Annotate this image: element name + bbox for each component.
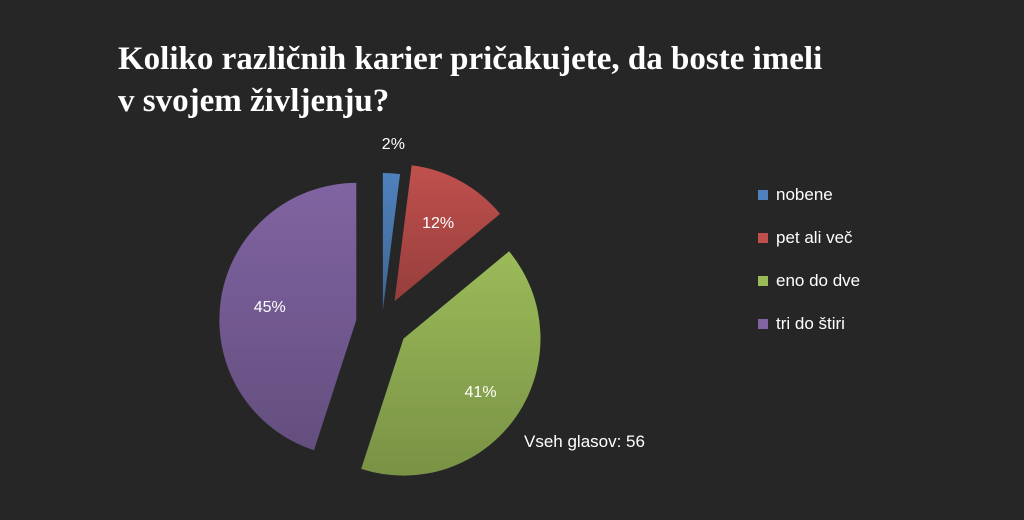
chart-title-line-2: v svojem življenju?	[118, 83, 390, 119]
legend-label: tri do štiri	[776, 313, 845, 333]
legend-item-nobene: nobene	[758, 173, 860, 216]
legend-item-tri-do-stiri: tri do štiri	[758, 302, 860, 345]
legend-label: pet ali več	[776, 227, 853, 247]
legend-swatch	[758, 189, 768, 200]
legend-swatch	[758, 232, 768, 243]
slice-label-eno-do-dve: 41%	[465, 384, 497, 401]
legend: nobene pet ali več eno do dve tri do šti…	[758, 173, 860, 345]
legend-item-pet-ali-vec: pet ali več	[758, 216, 860, 259]
chart-title: Koliko različnih karier pričakujete, da …	[118, 38, 938, 122]
legend-label: nobene	[776, 184, 833, 204]
legend-label: eno do dve	[776, 270, 861, 290]
legend-swatch	[758, 275, 768, 286]
pie-slice-pet-ali-vec	[394, 165, 501, 302]
pie-slice-eno-do-dve	[361, 251, 541, 476]
legend-item-eno-do-dve: eno do dve	[758, 259, 860, 302]
chart-title-line-1: Koliko različnih karier pričakujete, da …	[118, 41, 823, 77]
slice-label-nobene: 2%	[382, 136, 405, 153]
legend-swatch	[758, 318, 768, 329]
slice-label-tri-do-stiri: 45%	[254, 299, 286, 316]
pie-slice-tri-do-stiri	[219, 182, 357, 451]
pie-slice-nobene	[382, 173, 401, 311]
slice-label-pet-ali-vec: 12%	[422, 215, 454, 232]
total-votes-annotation: Vseh glasov: 56	[524, 432, 645, 451]
